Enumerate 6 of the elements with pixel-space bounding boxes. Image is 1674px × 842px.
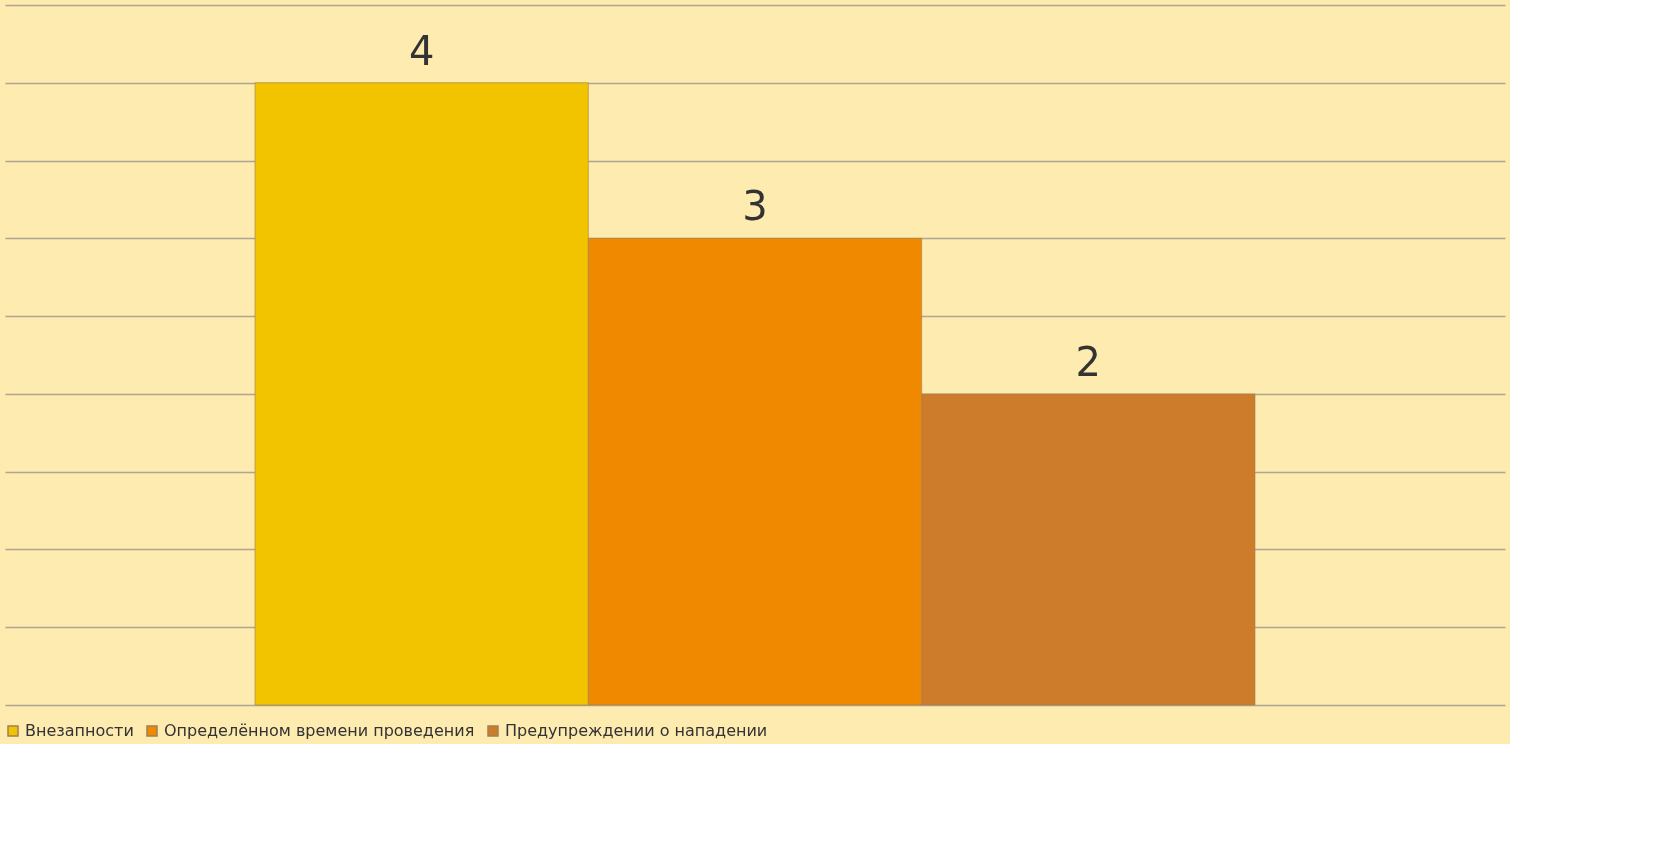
data-label: 4 xyxy=(408,27,435,74)
legend-label: Предупреждении о нападении xyxy=(505,721,768,740)
legend-label: Внезапности xyxy=(25,721,134,740)
data-label: 3 xyxy=(742,183,768,230)
legend-label: Определённом времени проведения xyxy=(164,721,475,740)
data-label: 2 xyxy=(1075,338,1102,385)
